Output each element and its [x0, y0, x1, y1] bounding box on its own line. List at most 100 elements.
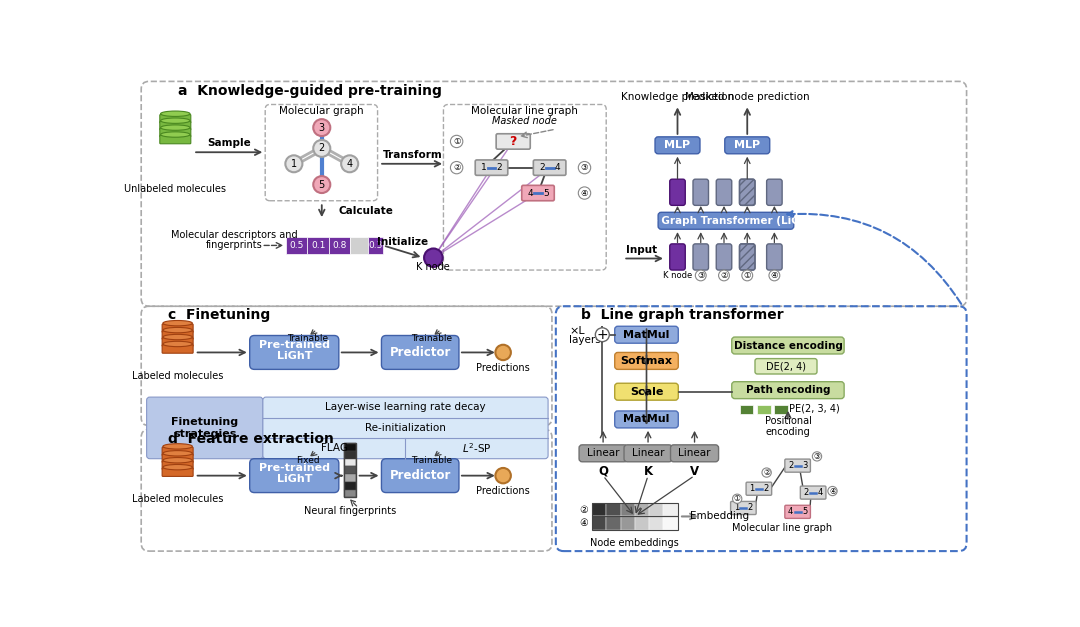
Text: Finetuning
strategies: Finetuning strategies — [172, 417, 239, 439]
Text: Masked node: Masked node — [492, 117, 557, 127]
FancyBboxPatch shape — [755, 359, 816, 374]
Ellipse shape — [163, 465, 192, 470]
Text: b  Line graph transformer: b Line graph transformer — [581, 308, 784, 322]
Text: FLAG: FLAG — [321, 443, 348, 453]
Text: Fixed: Fixed — [296, 456, 320, 465]
Ellipse shape — [163, 451, 192, 456]
Ellipse shape — [163, 327, 192, 333]
Ellipse shape — [163, 320, 192, 326]
Circle shape — [578, 162, 591, 174]
Circle shape — [496, 468, 511, 483]
Text: Distance encoding: Distance encoding — [733, 340, 842, 350]
Ellipse shape — [163, 341, 192, 347]
Text: 4: 4 — [788, 507, 794, 516]
Text: 0.3: 0.3 — [368, 241, 382, 250]
Text: Re-initialization: Re-initialization — [365, 423, 446, 433]
Bar — [592, 503, 607, 517]
Text: d  Feature extraction: d Feature extraction — [167, 431, 334, 446]
FancyBboxPatch shape — [162, 345, 193, 353]
Ellipse shape — [161, 111, 190, 117]
FancyBboxPatch shape — [656, 137, 700, 154]
Ellipse shape — [313, 119, 330, 136]
FancyBboxPatch shape — [693, 244, 708, 270]
FancyBboxPatch shape — [475, 160, 508, 176]
FancyBboxPatch shape — [732, 337, 845, 354]
Text: K node: K node — [417, 262, 450, 272]
FancyBboxPatch shape — [249, 335, 339, 369]
Text: 0.5: 0.5 — [289, 241, 303, 250]
Text: Trainable: Trainable — [411, 334, 453, 343]
Text: 5: 5 — [543, 189, 549, 198]
Text: PE(2, 3, 4): PE(2, 3, 4) — [788, 404, 839, 414]
Text: Input: Input — [625, 245, 657, 255]
Ellipse shape — [313, 140, 330, 157]
Bar — [663, 517, 677, 530]
Text: K node: K node — [663, 271, 692, 280]
Bar — [773, 405, 787, 414]
Bar — [621, 503, 635, 517]
Ellipse shape — [285, 155, 302, 172]
Text: ①: ① — [743, 271, 751, 280]
Text: Trainable: Trainable — [411, 456, 453, 465]
Text: ①: ① — [733, 494, 741, 503]
Text: Trainable: Trainable — [287, 334, 328, 343]
Bar — [308, 237, 328, 254]
Text: Linear: Linear — [632, 448, 664, 458]
Text: Node embeddings: Node embeddings — [591, 537, 679, 547]
Circle shape — [595, 328, 609, 342]
Bar — [345, 451, 356, 459]
Text: 1: 1 — [750, 484, 755, 493]
Text: 4: 4 — [347, 159, 353, 169]
Text: Linear: Linear — [586, 448, 619, 458]
FancyBboxPatch shape — [730, 502, 756, 515]
Ellipse shape — [163, 334, 192, 340]
Bar — [345, 443, 356, 451]
FancyBboxPatch shape — [162, 338, 193, 346]
Text: 2: 2 — [497, 163, 502, 172]
Text: LiGhT: LiGhT — [276, 350, 312, 361]
Text: Neural fingerprints: Neural fingerprints — [303, 506, 396, 516]
Text: c  Finetuning: c Finetuning — [167, 308, 270, 322]
Circle shape — [718, 270, 729, 281]
Circle shape — [812, 452, 822, 461]
Text: +: + — [596, 328, 608, 342]
Text: Embedding: Embedding — [690, 512, 748, 522]
FancyBboxPatch shape — [381, 335, 459, 369]
Text: Positional
encoding: Positional encoding — [765, 416, 811, 437]
Bar — [592, 503, 677, 517]
Bar — [649, 503, 663, 517]
FancyBboxPatch shape — [693, 179, 708, 206]
Circle shape — [696, 270, 706, 281]
Text: 4: 4 — [554, 163, 561, 172]
Text: 2: 2 — [788, 461, 794, 470]
FancyBboxPatch shape — [767, 244, 782, 270]
FancyBboxPatch shape — [615, 383, 678, 400]
FancyBboxPatch shape — [262, 397, 548, 459]
Bar — [367, 237, 383, 254]
FancyBboxPatch shape — [162, 447, 193, 456]
FancyBboxPatch shape — [534, 160, 566, 176]
Ellipse shape — [161, 132, 190, 137]
Text: Layer-wise learning rate decay: Layer-wise learning rate decay — [325, 403, 486, 413]
Text: ?: ? — [510, 135, 517, 148]
FancyBboxPatch shape — [160, 122, 191, 130]
Circle shape — [762, 468, 771, 477]
Text: DE(2, 4): DE(2, 4) — [766, 361, 806, 371]
FancyBboxPatch shape — [147, 397, 262, 459]
FancyBboxPatch shape — [160, 115, 191, 123]
Bar — [607, 503, 621, 517]
Text: MLP: MLP — [664, 140, 690, 150]
FancyBboxPatch shape — [716, 244, 732, 270]
Circle shape — [828, 487, 837, 496]
Text: Softmax: Softmax — [621, 356, 673, 366]
Text: Labeled molecules: Labeled molecules — [132, 493, 224, 503]
Text: 4: 4 — [818, 488, 823, 497]
Text: Masked node prediction: Masked node prediction — [685, 92, 810, 102]
FancyBboxPatch shape — [624, 445, 672, 461]
FancyBboxPatch shape — [658, 213, 794, 229]
Text: K: K — [644, 465, 652, 478]
Circle shape — [496, 345, 511, 360]
Text: Scale: Scale — [630, 387, 663, 397]
Text: Transform: Transform — [382, 150, 443, 161]
Text: 2: 2 — [804, 488, 809, 497]
